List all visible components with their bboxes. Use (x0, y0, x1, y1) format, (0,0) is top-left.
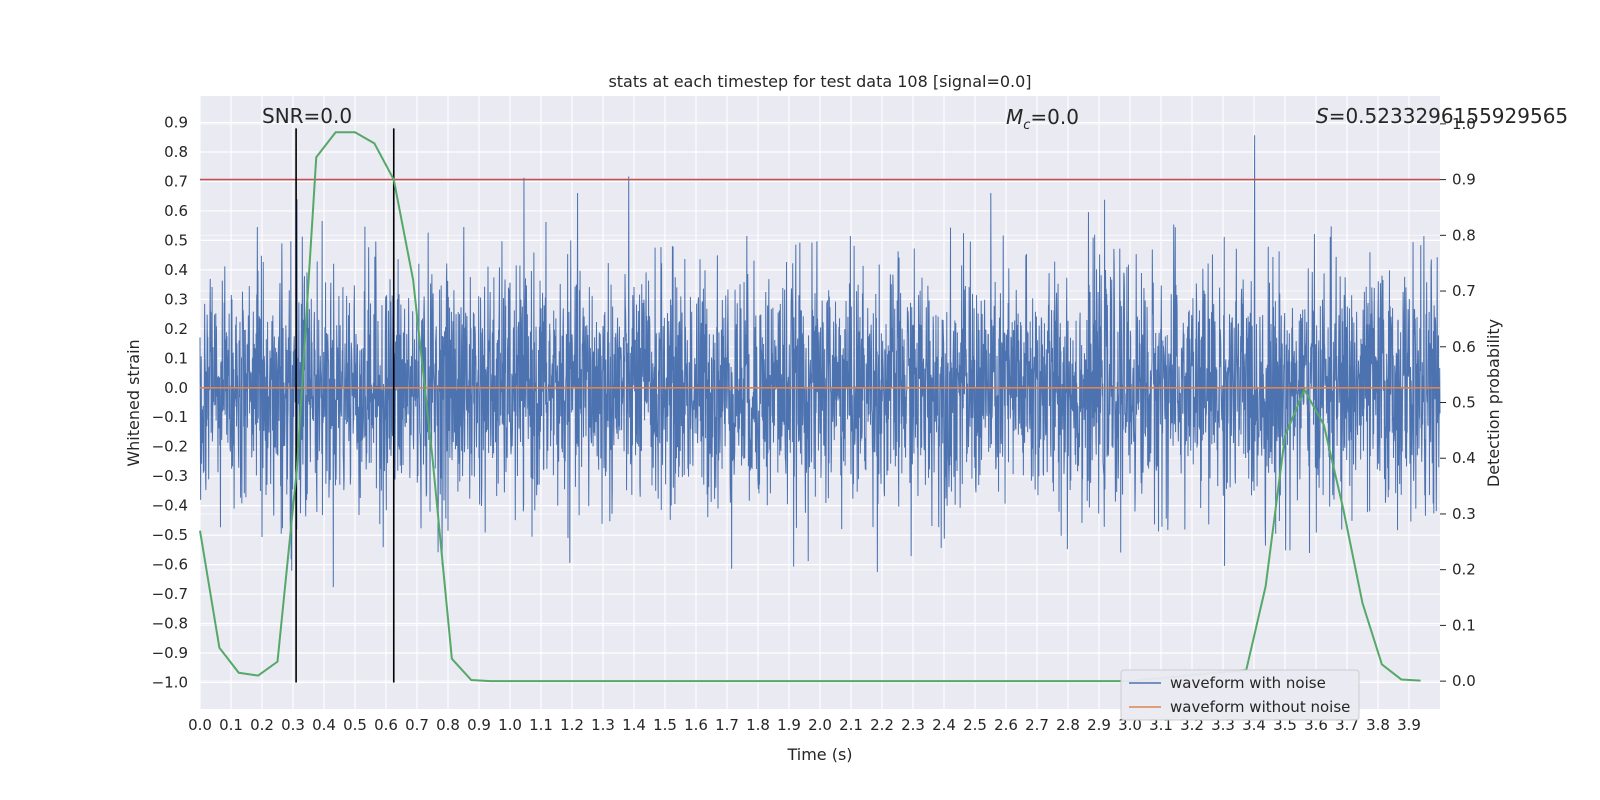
x-tick-label: 2.3 (901, 716, 925, 734)
detection-probability-line (199, 131, 1421, 683)
y-tick-label: −0.4 (152, 497, 188, 515)
snr-annotation: SNR=0.0 (262, 104, 352, 128)
x-tick-label: 2.9 (1087, 716, 1111, 734)
x-tick-label: 1.7 (715, 716, 739, 734)
legend-box (1120, 669, 1360, 721)
y-tick-label: 0.6 (164, 202, 188, 220)
legend-label-noise: waveform with noise (1170, 674, 1326, 692)
chirp-mass-annotation: Mc=0.0 (1006, 105, 1079, 133)
x-tick-label: 2.2 (870, 716, 894, 734)
y2-tick-label: 0.8 (1452, 226, 1476, 244)
y2-tick-label: 1.0 (1452, 115, 1476, 133)
y-axis-label: Whitened strain (124, 339, 143, 466)
y-tick-label: 0.0 (164, 379, 188, 397)
y2-tick-label: 0.3 (1452, 505, 1476, 523)
x-tick-label: 1.0 (498, 716, 522, 734)
waveform-with-noise-line (199, 135, 1441, 588)
x-tick-label: 1.4 (622, 716, 646, 734)
x-tick-label: 2.6 (994, 716, 1018, 734)
y2-tick-label: 0.0 (1452, 672, 1476, 690)
x-axis-label: Time (s) (786, 745, 852, 764)
y2-tick-label: 0.9 (1452, 171, 1476, 189)
x-tick-label: 0.1 (219, 716, 243, 734)
y2-tick-label: 0.5 (1452, 394, 1476, 412)
y-tick-label: −0.6 (152, 556, 188, 574)
x-tick-label: 2.1 (839, 716, 863, 734)
y2-axis-label: Detection probability (1484, 319, 1503, 487)
x-tick-label: 0.6 (374, 716, 398, 734)
y2-tick-label: 0.1 (1452, 616, 1476, 634)
y-tick-label: 0.2 (164, 320, 188, 338)
y-tick-label: 0.5 (164, 231, 188, 249)
x-tick-label: 0.5 (343, 716, 367, 734)
x-tick-label: 1.2 (560, 716, 584, 734)
x-tick-label: 0.4 (312, 716, 336, 734)
x-tick-label: 0.2 (250, 716, 274, 734)
y-tick-label: −0.1 (152, 408, 188, 426)
x-tick-label: 0.0 (188, 716, 212, 734)
x-tick-label: 1.6 (684, 716, 708, 734)
x-tick-label: 1.5 (653, 716, 677, 734)
legend-label-clean: waveform without noise (1170, 698, 1350, 716)
y2-tick-label: 0.7 (1452, 282, 1476, 300)
y-tick-label: 0.3 (164, 290, 188, 308)
y-tick-label: −0.2 (152, 438, 188, 456)
x-tick-label: 0.9 (467, 716, 491, 734)
y-tick-label: 0.7 (164, 172, 188, 190)
y2-tick-label: 0.6 (1452, 338, 1476, 356)
chart-title: stats at each timestep for test data 108… (608, 72, 1031, 91)
y-tick-label: −0.9 (152, 644, 188, 662)
y2-tick-label: 0.2 (1452, 561, 1476, 579)
x-tick-label: 1.9 (777, 716, 801, 734)
x-tick-label: 1.1 (529, 716, 553, 734)
x-tick-label: 2.4 (932, 716, 956, 734)
x-tick-label: 0.7 (405, 716, 429, 734)
x-tick-label: 0.3 (281, 716, 305, 734)
x-tick-label: 1.3 (591, 716, 615, 734)
y-tick-label: 0.9 (164, 114, 188, 132)
x-tick-label: 3.9 (1397, 716, 1421, 734)
x-tick-label: 2.5 (963, 716, 987, 734)
x-tick-label: 0.8 (436, 716, 460, 734)
y2-tick-label: 0.4 (1452, 449, 1476, 467)
waveform-with-noise-series (199, 135, 1441, 588)
x-tick-label: 1.8 (746, 716, 770, 734)
chart-marks (199, 128, 1440, 683)
y-tick-label: −0.8 (152, 615, 188, 633)
y-tick-label: −0.7 (152, 585, 188, 603)
y-tick-label: 0.4 (164, 261, 188, 279)
y-tick-label: −0.5 (152, 526, 188, 544)
y-tick-label: 0.8 (164, 143, 188, 161)
y-tick-label: 0.1 (164, 349, 188, 367)
x-tick-label: 2.7 (1025, 716, 1049, 734)
x-tick-label: 2.0 (808, 716, 832, 734)
x-tick-label: 3.8 (1366, 716, 1390, 734)
legend: waveform with noise waveform without noi… (1120, 669, 1360, 721)
x-tick-label: 2.8 (1056, 716, 1080, 734)
y-tick-label: −0.3 (152, 467, 188, 485)
y-tick-label: −1.0 (152, 673, 188, 691)
score-annotation: S=0.5233296155929565 (1316, 104, 1568, 128)
